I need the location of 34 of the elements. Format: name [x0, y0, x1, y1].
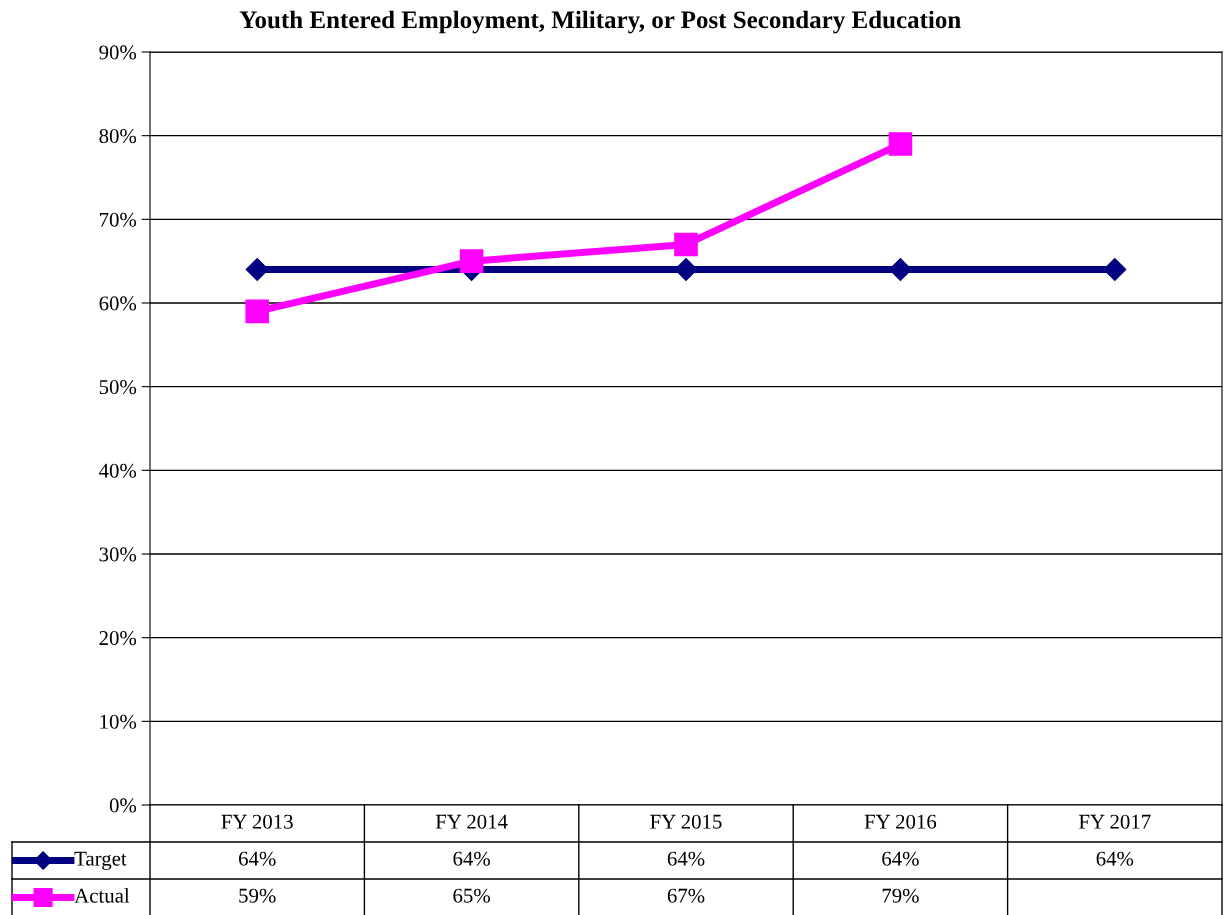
legend-label: Actual	[74, 888, 130, 903]
data-label: 67%	[667, 888, 705, 903]
y-tick-label: 90%	[99, 45, 137, 60]
data-label: 64%	[239, 851, 276, 866]
point	[459, 249, 484, 273]
chart-title: Youth Entered Employment, Military, or Post Secondary Education	[239, 10, 961, 34]
data-label: 64%	[1096, 851, 1134, 866]
x-tick-label: FY 2013	[221, 814, 293, 829]
x-tick-label: FY 2014	[435, 814, 508, 829]
x-tick-label: FY 2016	[864, 814, 937, 829]
y-tick-label: 60%	[99, 296, 137, 311]
x-tick-label: FY 2017	[1079, 814, 1151, 829]
y-tick-label: 40%	[99, 463, 137, 478]
legend-label: Target	[74, 851, 127, 870]
y-tick-label: 0%	[109, 798, 137, 813]
y-tick-label: 50%	[99, 380, 137, 395]
y-tick-label: 80%	[99, 129, 137, 144]
point	[674, 258, 698, 282]
data-label: 65%	[453, 888, 490, 903]
x-tick-label: FY 2015	[650, 814, 722, 829]
point	[1103, 258, 1127, 282]
data-label: 64%	[453, 851, 490, 866]
point	[245, 258, 269, 282]
data-label: 64%	[882, 851, 919, 866]
y-tick-label: 30%	[99, 547, 137, 562]
y-tick-label: 20%	[99, 631, 137, 646]
point	[888, 132, 913, 156]
y-tick-label: 70%	[99, 212, 137, 227]
y-tick-label: 10%	[100, 714, 137, 729]
point	[245, 299, 270, 324]
data-label: 64%	[667, 851, 705, 866]
point	[674, 232, 698, 257]
data-label: 79%	[882, 888, 919, 903]
data-label: 59%	[239, 888, 276, 903]
